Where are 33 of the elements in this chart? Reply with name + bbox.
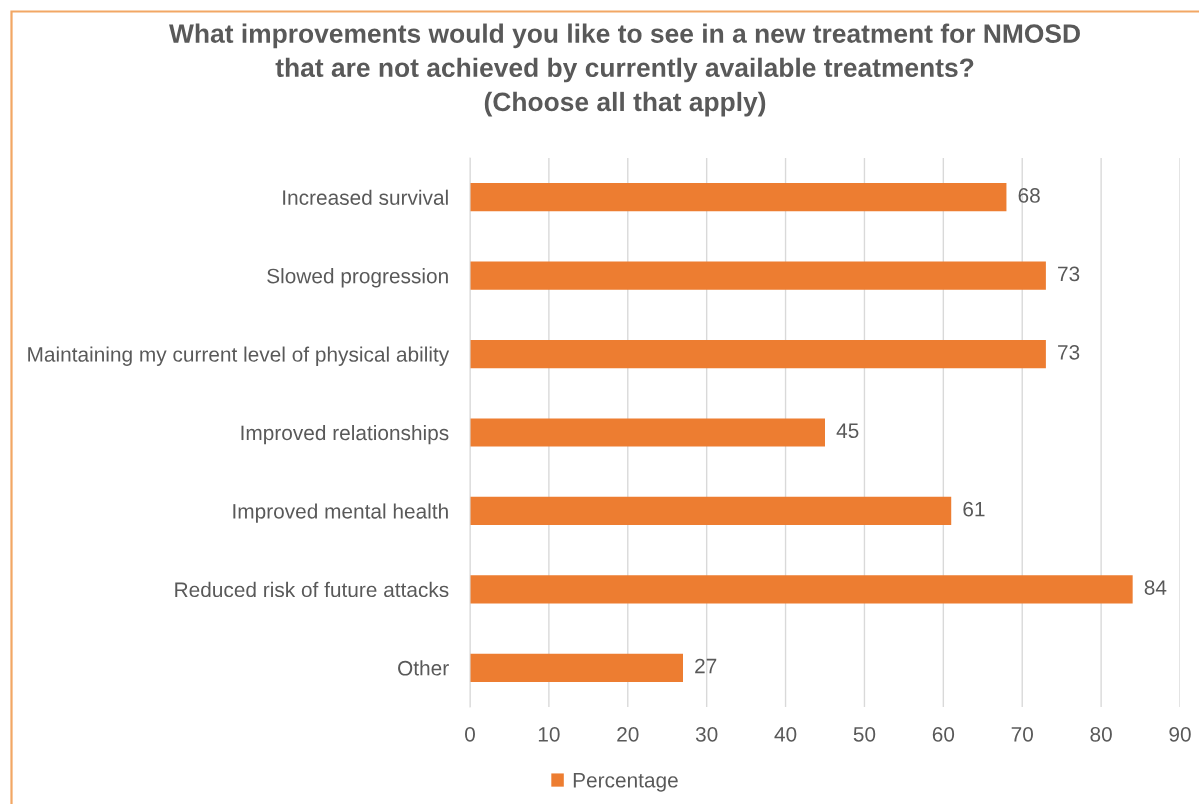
y-tick-label: Improved mental health <box>233 503 448 523</box>
legend-label: Percentage <box>573 773 678 792</box>
x-tick-label: 70 <box>1011 726 1033 742</box>
bar <box>470 653 683 682</box>
data-label: 73 <box>1058 344 1080 360</box>
bar <box>470 183 1007 212</box>
x-tick-label: 30 <box>695 726 718 742</box>
x-tick-label: 0 <box>465 726 475 742</box>
data-label: 61 <box>963 501 985 517</box>
bar <box>470 575 1133 604</box>
y-tick-label: Slowed progression <box>267 268 448 288</box>
bar <box>470 496 952 526</box>
data-label: 68 <box>1018 188 1040 203</box>
y-tick-label: Maintaining my current level of physical ability <box>28 346 450 366</box>
y-tick-label: Other <box>398 660 449 676</box>
bar <box>470 261 1046 290</box>
y-tick-label: Reduced risk of future attacks <box>175 581 449 598</box>
x-tick-label: 80 <box>1090 726 1112 742</box>
x-tick-label: 10 <box>538 726 560 742</box>
y-tick-label: Increased survival <box>283 189 448 205</box>
x-tick-label: 50 <box>853 726 876 742</box>
data-label: 45 <box>836 423 859 439</box>
data-label: 84 <box>1144 580 1167 595</box>
bar <box>470 418 825 447</box>
y-tick-label: Improved relationships <box>241 424 449 445</box>
x-tick-label: 20 <box>617 726 639 742</box>
x-tick-label: 40 <box>774 726 797 742</box>
x-tick-label: 60 <box>932 726 955 742</box>
data-label: 27 <box>695 658 717 674</box>
data-label: 73 <box>1058 266 1080 282</box>
chart-title: What improvements would you like to see in a new treatment for NMOSD that are not achieved by currently available treatments? (Choose all that apply) <box>169 23 1080 117</box>
x-tick-label: 90 <box>1169 726 1191 742</box>
bar <box>470 339 1046 369</box>
